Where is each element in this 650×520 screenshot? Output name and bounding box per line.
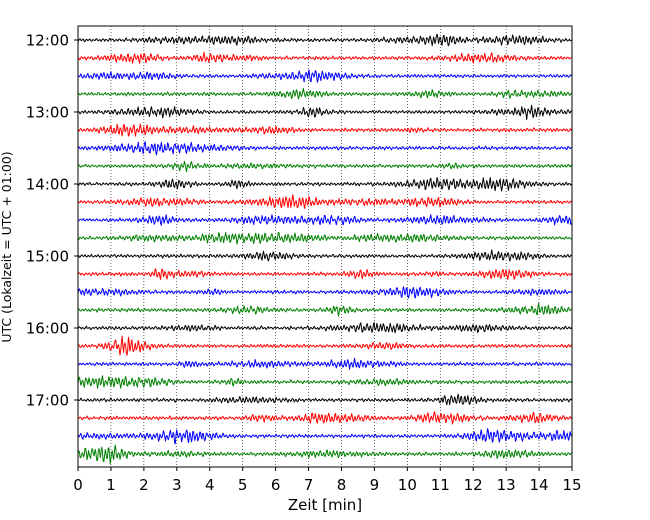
y-tick-label: 15:00 bbox=[26, 248, 69, 266]
x-tick-label: 5 bbox=[238, 476, 248, 494]
seismogram-trace bbox=[77, 194, 572, 209]
x-tick-label: 12 bbox=[464, 476, 483, 494]
x-tick-label: 11 bbox=[431, 476, 450, 494]
x-axis-ticks: 0 1 2 3 4 5 6 7 8 9 10 11 12 13 14 15 bbox=[73, 467, 582, 494]
x-tick-label: 9 bbox=[370, 476, 380, 494]
seismogram-trace bbox=[77, 428, 572, 445]
seismogram-trace bbox=[77, 249, 572, 262]
x-tick-label: 15 bbox=[562, 476, 581, 494]
y-tick-label: 12:00 bbox=[26, 32, 69, 50]
seismogram-trace bbox=[77, 214, 572, 226]
x-tick-label: 14 bbox=[530, 476, 549, 494]
y-axis-label: UTC (Lokalzeit = UTC + 01:00) bbox=[0, 151, 14, 342]
seismogram-trace bbox=[77, 444, 572, 465]
seismogram-trace bbox=[77, 69, 572, 83]
seismogram-trace bbox=[77, 286, 572, 299]
x-tick-label: 3 bbox=[172, 476, 182, 494]
x-tick-label: 1 bbox=[106, 476, 116, 494]
x-tick-label: 7 bbox=[304, 476, 314, 494]
seismogram-trace bbox=[77, 87, 572, 100]
seismogram-trace bbox=[77, 393, 572, 406]
seismogram-trace bbox=[77, 51, 572, 64]
seismogram-trace bbox=[77, 375, 572, 389]
x-tick-label: 10 bbox=[398, 476, 417, 494]
x-tick-label: 6 bbox=[271, 476, 281, 494]
seismogram-trace bbox=[77, 33, 572, 47]
x-axis-label: Zeit [min] bbox=[288, 496, 362, 514]
grid-lines bbox=[110, 26, 540, 467]
seismogram-trace bbox=[77, 177, 572, 192]
seismogram-trace bbox=[77, 141, 572, 156]
seismogram-trace bbox=[77, 268, 572, 281]
seismogram-trace bbox=[77, 123, 572, 137]
seismogram-trace bbox=[77, 411, 572, 425]
x-tick-label: 13 bbox=[497, 476, 516, 494]
seismogram-trace bbox=[77, 231, 572, 245]
seismogram-trace bbox=[77, 160, 572, 173]
seismogram-trace bbox=[77, 321, 572, 334]
seismogram-trace bbox=[77, 104, 572, 121]
x-tick-label: 8 bbox=[337, 476, 347, 494]
seismogram-trace bbox=[77, 302, 572, 317]
y-tick-label: 16:00 bbox=[26, 320, 69, 338]
seismogram-trace bbox=[77, 335, 572, 356]
y-axis-ticks: 12:00 13:00 14:00 15:00 16:00 17:00 bbox=[26, 32, 78, 410]
x-tick-label: 4 bbox=[205, 476, 215, 494]
y-tick-label: 14:00 bbox=[26, 176, 69, 194]
y-tick-label: 13:00 bbox=[26, 104, 69, 122]
plot-frame bbox=[77, 25, 573, 468]
y-tick-label: 17:00 bbox=[26, 392, 69, 410]
seismogram-trace bbox=[77, 357, 572, 370]
x-tick-label: 2 bbox=[139, 476, 149, 494]
seismogram-traces bbox=[77, 33, 572, 465]
x-tick-label: 0 bbox=[73, 476, 83, 494]
